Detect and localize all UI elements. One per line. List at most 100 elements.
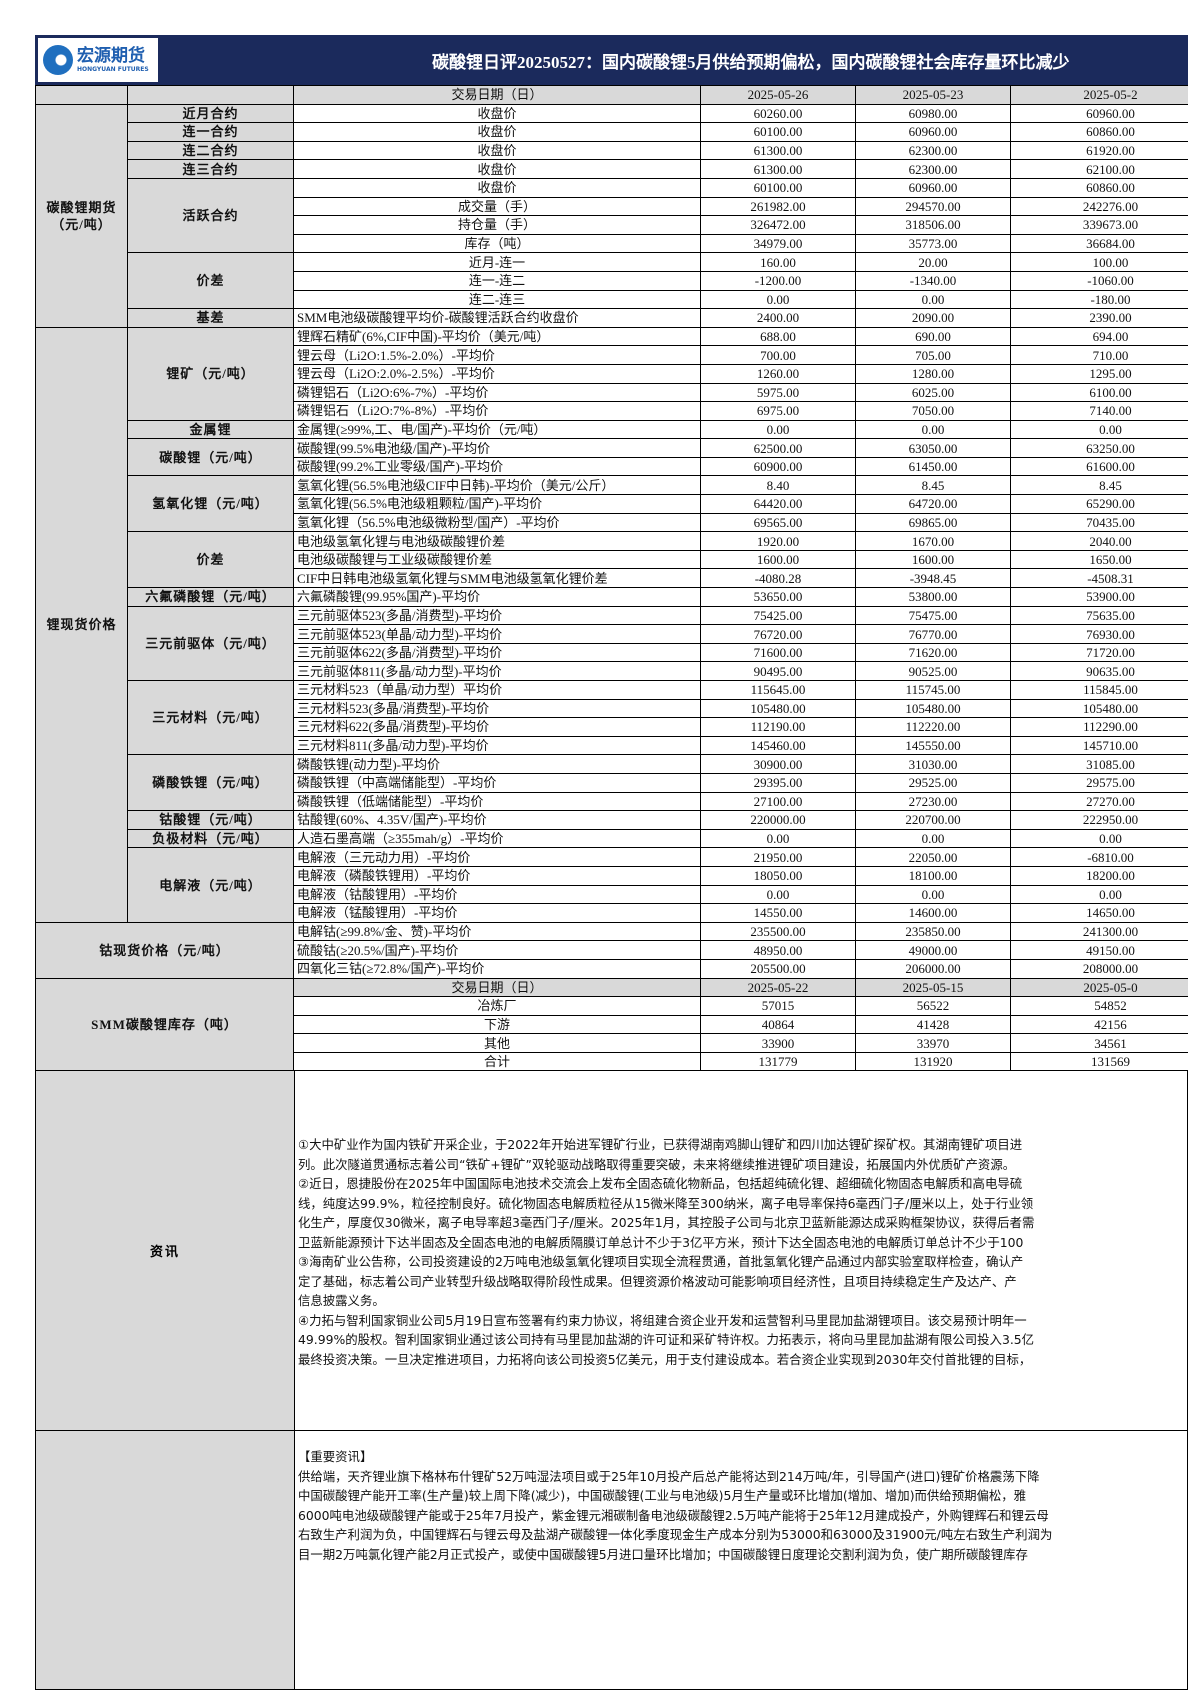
item-label: 收盘价 [294, 123, 701, 142]
value-cell: 42156 [1011, 1015, 1188, 1034]
analysis-line: 【重要资讯】 [298, 1447, 1187, 1467]
item-label: 氢氧化锂(56.5%电池级粗颗粒/国产)-平均价 [294, 495, 701, 514]
analysis-label [36, 1431, 295, 1689]
value-cell: 0.00 [856, 829, 1011, 848]
value-cell: 710.00 [1011, 346, 1188, 365]
news-section: 资讯 ①大中矿业作为国内铁矿开采企业，于2022年开始进军锂矿行业，已获得湖南鸡… [35, 1070, 1188, 1431]
value-cell: 65290.00 [1011, 495, 1188, 514]
section-label: 碳酸锂期货 （元/吨） [36, 104, 128, 327]
value-cell: 6025.00 [856, 383, 1011, 402]
value-cell: 2390.00 [1011, 309, 1188, 328]
value-cell: 53900.00 [1011, 588, 1188, 607]
section-label: 钴现货价格（元/吨） [36, 922, 294, 978]
value-cell: 1295.00 [1011, 364, 1188, 383]
item-label: 金属锂(≥99%,工、电/国产)-平均价（元/吨） [294, 420, 701, 439]
subgroup-label: 碳酸锂（元/吨） [128, 439, 294, 476]
value-cell: 60860.00 [1011, 123, 1188, 142]
item-label: 持仓量（手） [294, 216, 701, 235]
value-cell: 112220.00 [856, 718, 1011, 737]
value-cell: 1920.00 [701, 532, 856, 551]
subgroup-label: 锂矿（元/吨） [128, 327, 294, 420]
value-cell: 160.00 [701, 253, 856, 272]
value-cell: 62300.00 [856, 141, 1011, 160]
value-cell: 1280.00 [856, 364, 1011, 383]
value-cell: 0.00 [701, 290, 856, 309]
value-cell: 7050.00 [856, 402, 1011, 421]
value-cell: 70435.00 [1011, 513, 1188, 532]
date-header: 2025-05-2 [1011, 86, 1188, 105]
value-cell: -4508.31 [1011, 569, 1188, 588]
value-cell: 1670.00 [856, 532, 1011, 551]
news-line: 线，纯度达99.9%，粒径控制良好。硫化物固态电解质粒径从15微米降至300纳米… [298, 1194, 1187, 1214]
item-label: 冶炼厂 [294, 997, 701, 1016]
value-cell: 75475.00 [856, 606, 1011, 625]
value-cell: 21950.00 [701, 848, 856, 867]
value-cell: 62100.00 [1011, 160, 1188, 179]
value-cell: 60860.00 [1011, 178, 1188, 197]
value-cell: 690.00 [856, 327, 1011, 346]
analysis-section: 【重要资讯】供给端，天齐锂业旗下格林布什锂矿52万吨湿法项目或于25年10月投产… [35, 1430, 1188, 1690]
item-label: 锂辉石精矿(6%,CIF中国)-平均价（美元/吨） [294, 327, 701, 346]
logo-mark-icon [43, 45, 73, 75]
value-cell: 90525.00 [856, 662, 1011, 681]
value-cell: 63250.00 [1011, 439, 1188, 458]
item-label: 三元前驱体622(多晶/消费型)-平均价 [294, 643, 701, 662]
logo-text-en: HONGYUAN FUTURES [77, 66, 149, 74]
news-line: ①大中矿业作为国内铁矿开采企业，于2022年开始进军锂矿行业，已获得湖南鸡脚山锂… [298, 1135, 1187, 1155]
value-cell: 53650.00 [701, 588, 856, 607]
value-cell: 76930.00 [1011, 625, 1188, 644]
value-cell: 35773.00 [856, 234, 1011, 253]
value-cell: 69565.00 [701, 513, 856, 532]
item-label: 三元前驱体811(多晶/动力型)-平均价 [294, 662, 701, 681]
value-cell: -1200.00 [701, 271, 856, 290]
value-cell: 0.00 [856, 420, 1011, 439]
value-cell: 49000.00 [856, 941, 1011, 960]
value-cell: 145460.00 [701, 736, 856, 755]
item-label: 磷酸铁锂（低端储能型）-平均价 [294, 792, 701, 811]
value-cell: 31030.00 [856, 755, 1011, 774]
value-cell: 7140.00 [1011, 402, 1188, 421]
news-line: 化生产，厚度仅30微米，离子电导率超3毫西门子/厘米。2025年1月，其控股子公… [298, 1213, 1187, 1233]
value-cell: 1600.00 [701, 550, 856, 569]
item-label: 电池级氢氧化锂与电池级碳酸锂价差 [294, 532, 701, 551]
item-label: 电解液（钴酸锂用）-平均价 [294, 885, 701, 904]
value-cell: 60960.00 [856, 178, 1011, 197]
value-cell: -180.00 [1011, 290, 1188, 309]
value-cell: 48950.00 [701, 941, 856, 960]
value-cell: 14600.00 [856, 904, 1011, 923]
value-cell: 2025-05-0 [1011, 978, 1188, 997]
value-cell: 2400.00 [701, 309, 856, 328]
item-label: 其他 [294, 1034, 701, 1053]
subgroup-label: 连二合约 [128, 141, 294, 160]
value-cell: 339673.00 [1011, 216, 1188, 235]
value-cell: 6100.00 [1011, 383, 1188, 402]
value-cell: 2025-05-15 [856, 978, 1011, 997]
item-label: 磷酸铁锂（中高端储能型）-平均价 [294, 773, 701, 792]
value-cell: 100.00 [1011, 253, 1188, 272]
value-cell: 115745.00 [856, 681, 1011, 700]
value-cell: 705.00 [856, 346, 1011, 365]
value-cell: 2025-05-22 [701, 978, 856, 997]
news-line: 卫蓝新能源预计下达半固态及全固态电池的电解质隔膜订单总计不少于3亿平方米，预计下… [298, 1233, 1187, 1253]
item-label: 电池级碳酸锂与工业级碳酸锂价差 [294, 550, 701, 569]
value-cell: 8.40 [701, 476, 856, 495]
date-label: 交易日期（日） [294, 86, 701, 105]
subgroup-label: 磷酸铁锂（元/吨） [128, 755, 294, 811]
date-header: 2025-05-26 [701, 86, 856, 105]
value-cell: 60900.00 [701, 457, 856, 476]
value-cell: 0.00 [1011, 420, 1188, 439]
value-cell: 0.00 [701, 829, 856, 848]
value-cell: 22050.00 [856, 848, 1011, 867]
subgroup-label: 六氟磷酸锂（元/吨） [128, 588, 294, 607]
item-label: 合计 [294, 1052, 701, 1071]
subgroup-label: 三元材料（元/吨） [128, 681, 294, 755]
section-label: 锂现货价格 [36, 327, 128, 922]
value-cell: 61300.00 [701, 141, 856, 160]
item-label: 三元材料811(多晶/动力型)-平均价 [294, 736, 701, 755]
item-label: 钴酸锂(60%、4.35V/国产)-平均价 [294, 811, 701, 830]
